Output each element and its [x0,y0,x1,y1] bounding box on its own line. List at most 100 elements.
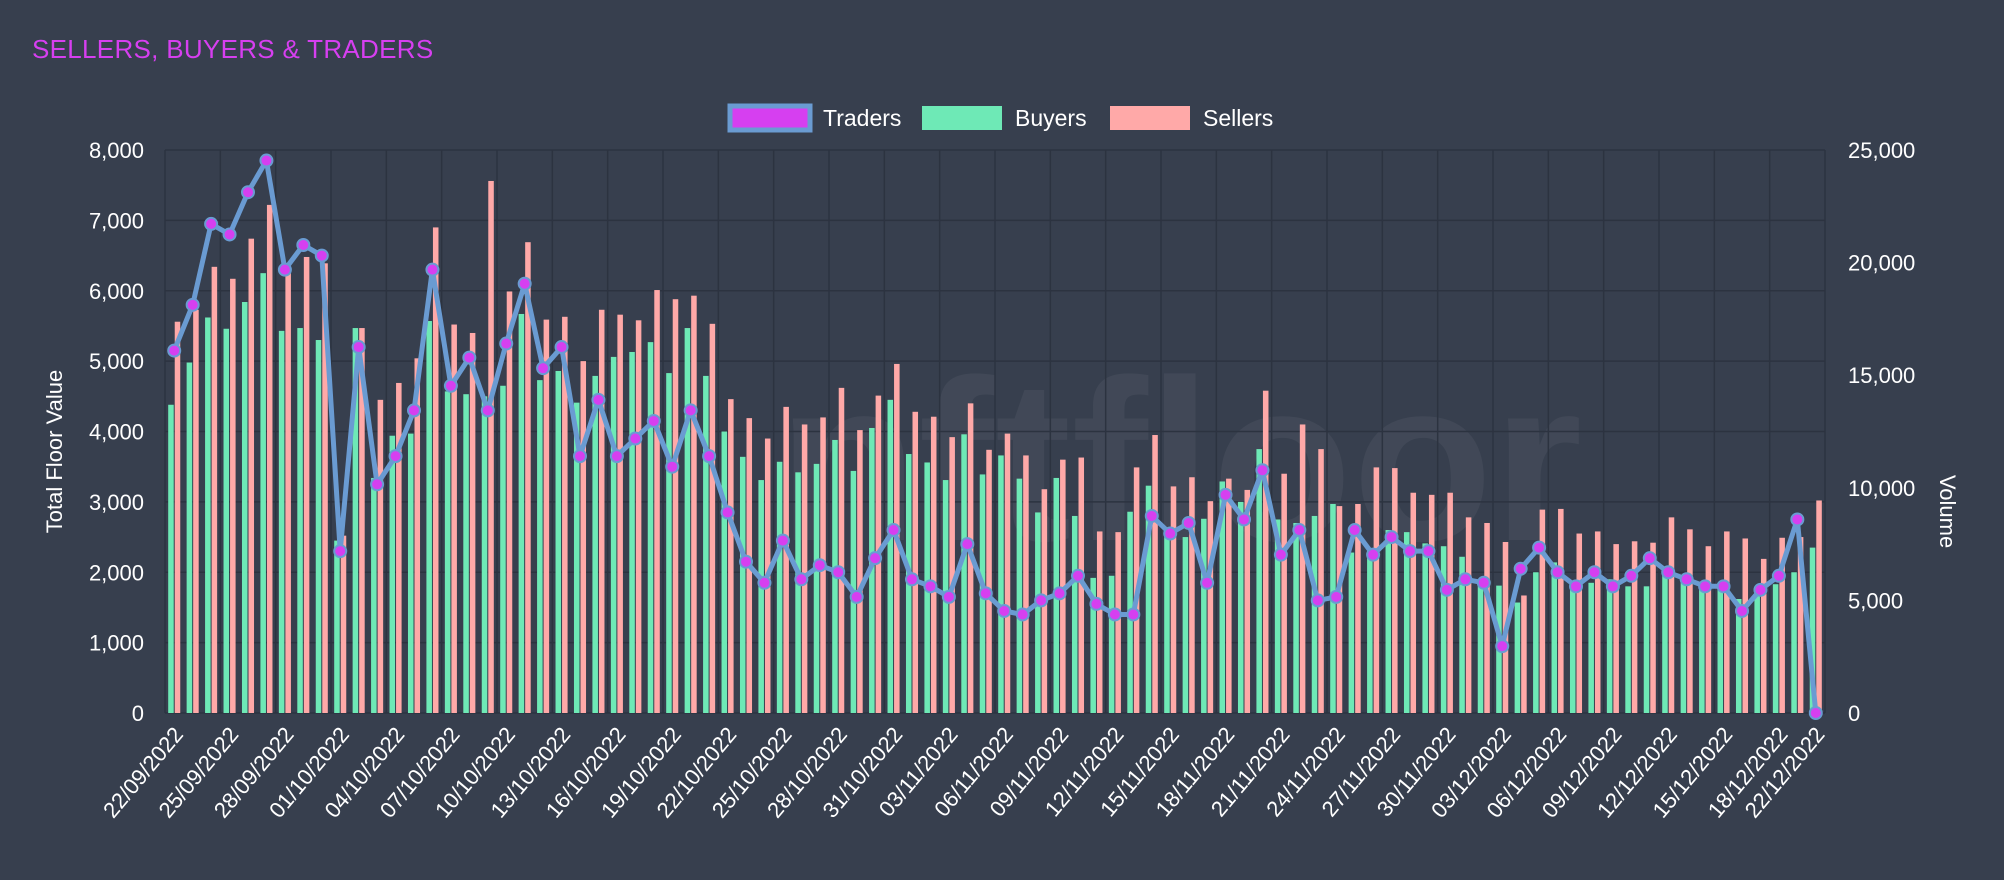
bar-sellers [949,437,955,713]
traders-point [812,558,827,573]
traders-point [407,403,421,418]
y-left-tick-label: 0 [132,701,144,726]
bar-sellers [672,299,679,713]
bar-buyers [1403,532,1410,713]
bar-sellers [801,424,808,713]
bar-sellers [1705,546,1712,713]
bar-buyers [703,375,709,713]
bar-sellers [617,314,623,713]
traders-point [1661,565,1676,580]
traders-point [1698,579,1713,594]
bar-sellers [285,271,291,713]
traders-point [757,575,772,590]
traders-point [1255,463,1270,478]
traders-point [1790,512,1805,527]
bar-buyers [1256,449,1262,713]
bar-sellers [598,309,605,713]
bar-buyers [739,456,746,713]
traders-point [314,248,329,263]
bar-sellers [1668,517,1675,713]
traders-point [868,551,883,566]
traders-point [1495,639,1510,654]
traders-point [277,262,292,277]
bar-buyers [1035,512,1041,713]
traders-point [1771,568,1786,583]
bar-sellers [691,295,697,713]
bar-buyers [1108,575,1115,713]
bar-sellers [1558,508,1564,713]
bar-sellers [783,406,789,713]
bar-buyers [1514,602,1521,713]
bar-sellers [986,449,992,713]
bar-buyers [168,404,174,713]
traders-point [1126,607,1141,622]
traders-point [831,565,846,580]
bar-buyers [1662,573,1668,713]
bar-sellers [193,309,199,713]
y-right-tick-label: 5,000 [1848,588,1903,613]
traders-point [628,431,643,446]
bar-sellers [635,320,642,713]
traders-point [1366,547,1381,562]
traders-point [1384,530,1399,545]
bar-sellers [1539,509,1546,713]
bar-sellers [1521,595,1527,713]
bar-buyers [758,480,764,713]
bar-sellers [1428,494,1435,713]
traders-point [1200,575,1215,590]
bar-buyers [1330,503,1336,713]
traders-point [351,340,366,355]
bar-sellers [469,332,476,713]
bar-sellers [506,291,513,713]
bar-sellers [432,227,439,713]
y-right-tick-label: 15,000 [1848,363,1915,388]
traders-point [1587,565,1602,580]
bar-buyers [389,435,396,713]
bar-buyers [1625,586,1631,713]
bar-buyers [1071,515,1078,713]
bar-buyers [961,434,967,713]
traders-point [1808,706,1823,720]
traders-point [388,449,403,464]
bar-buyers [278,330,285,713]
chart-title: SELLERS, BUYERS & TRADERS [32,34,434,64]
bar-sellers [1336,506,1343,713]
bar-sellers [1392,468,1398,713]
traders-point [1458,572,1473,587]
bar-buyers [1274,519,1281,713]
bar-buyers [1588,582,1594,713]
legend-swatch-buyers [922,106,1002,130]
traders-point [1181,515,1196,530]
bar-sellers [1096,531,1103,713]
traders-point [480,403,495,418]
bar-buyers [887,399,894,713]
bar-buyers [223,328,230,713]
bar-sellers [1724,531,1730,713]
bar-buyers [1699,582,1705,713]
traders-point [517,276,532,291]
bar-sellers [1650,542,1656,713]
legend-swatch-sellers [1110,106,1190,130]
traders-point [499,336,514,351]
traders-point [1532,540,1547,555]
bar-buyers [1385,530,1392,713]
bar-sellers [1355,503,1361,713]
traders-point [370,477,385,492]
bar-buyers [1348,552,1355,713]
bar-sellers [857,430,863,713]
traders-point [1605,579,1620,594]
bar-sellers [838,387,845,713]
traders-point [702,449,717,464]
bar-sellers [414,358,421,713]
traders-point [1292,523,1307,538]
bar-sellers [1779,537,1785,713]
bar-sellers [1687,529,1693,713]
bar-buyers [260,273,266,713]
traders-point [1642,551,1657,566]
bar-buyers [721,431,728,713]
bar-sellers [1576,533,1583,713]
bar-buyers [1311,515,1318,713]
bar-buyers [463,394,469,713]
traders-point [1439,582,1454,597]
bar-buyers [315,340,322,713]
